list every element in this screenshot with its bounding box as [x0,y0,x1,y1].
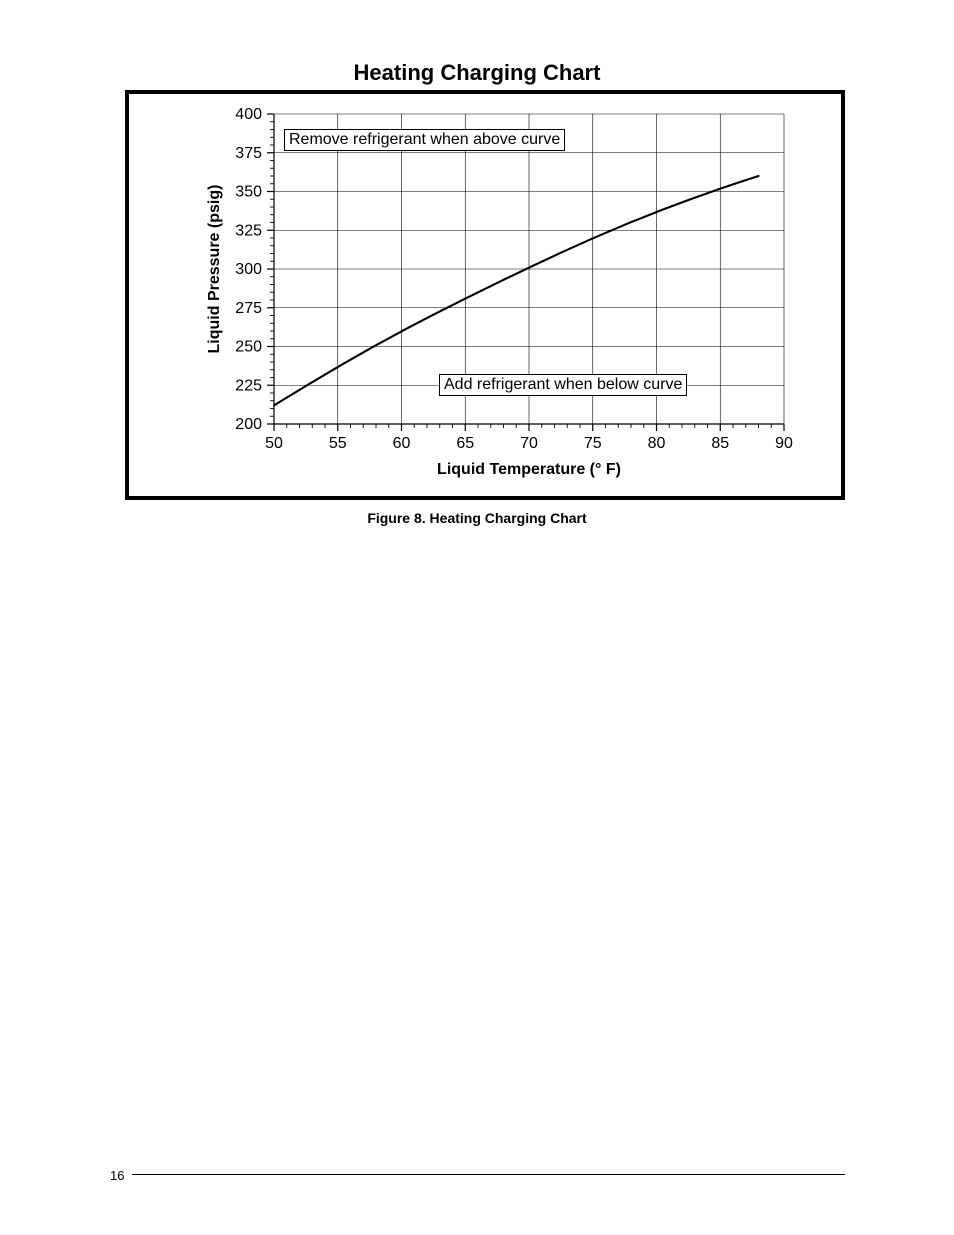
footer-rule [110,1174,845,1175]
chart-svg: 50 55 60 65 70 75 80 85 90 200 225 250 275 300 325 350 3… [129,94,841,496]
svg-text:75: 75 [584,435,602,452]
svg-text:350: 350 [235,184,262,201]
annotation-above: Remove refrigerant when above curve [284,129,565,151]
svg-text:275: 275 [235,300,262,317]
svg-text:70: 70 [520,435,538,452]
svg-text:Liquid Pressure (psig): Liquid Pressure (psig) [206,185,223,354]
svg-text:65: 65 [456,435,474,452]
page: Heating Charging Chart 50 55 60 65 70 75 80 85 9… [0,0,954,1235]
page-title: Heating Charging Chart [0,60,954,86]
svg-text:85: 85 [711,435,729,452]
svg-text:80: 80 [648,435,666,452]
svg-text:225: 225 [235,377,262,394]
svg-text:60: 60 [393,435,411,452]
svg-text:55: 55 [329,435,347,452]
svg-text:375: 375 [235,145,262,162]
chart-frame: 50 55 60 65 70 75 80 85 90 200 225 250 275 300 325 350 3… [125,90,845,500]
svg-text:Liquid Temperature (° F): Liquid Temperature (° F) [437,461,621,478]
svg-text:400: 400 [235,106,262,123]
svg-text:90: 90 [775,435,793,452]
svg-text:325: 325 [235,222,262,239]
svg-text:200: 200 [235,416,262,433]
figure-caption: Figure 8. Heating Charging Chart [0,510,954,526]
annotation-below: Add refrigerant when below curve [439,374,687,396]
svg-text:300: 300 [235,261,262,278]
svg-text:250: 250 [235,339,262,356]
page-number: 16 [110,1168,132,1183]
svg-text:50: 50 [265,435,283,452]
